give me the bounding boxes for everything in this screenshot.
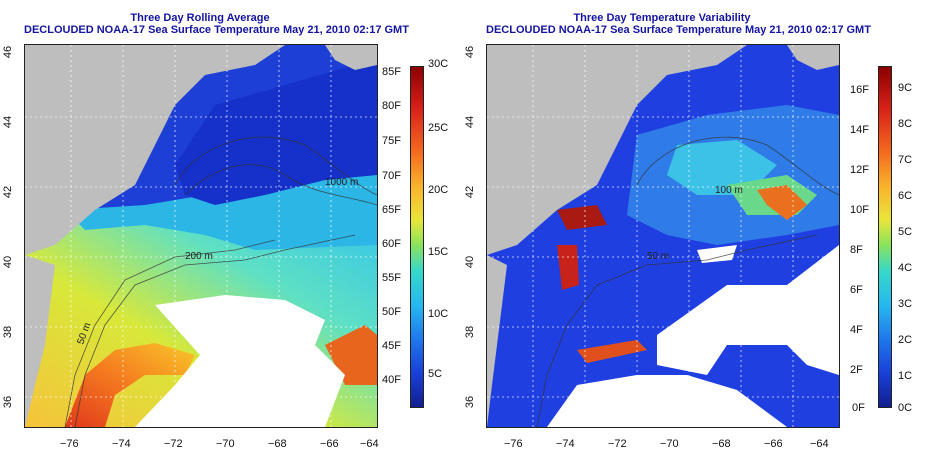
left-bathymetry-contours — [64, 136, 377, 427]
left-colorbar — [410, 66, 424, 408]
left-cb-f-65: 65F — [382, 204, 401, 216]
left-land-nw — [25, 45, 285, 255]
right-cb-c-6: 6C — [898, 190, 913, 202]
right-cb-f-16: 16F — [850, 84, 869, 96]
left-cb-c-5: 5C — [428, 368, 443, 380]
left-sst-map: 1000 m 200 m 50 m — [24, 44, 378, 428]
left-cb-f-45: 45F — [382, 340, 401, 352]
right-cb-c-8: 8C — [898, 118, 913, 130]
left-x-label-68: −68 — [268, 438, 287, 450]
left-cb-c-25: 25C — [428, 122, 449, 134]
right-cb-c-1: 1C — [898, 370, 913, 382]
right-land-nw — [487, 45, 747, 255]
right-cloud-gap-south — [547, 375, 787, 427]
left-cb-f-55: 55F — [382, 272, 401, 284]
right-x-label-66: −66 — [764, 438, 783, 450]
left-y-label-40: 40 — [2, 255, 15, 269]
right-hot-patch-east — [757, 185, 807, 220]
left-x-label-74: −74 — [112, 438, 131, 450]
left-cloud-gap — [135, 295, 345, 427]
right-cb-f-4: 4F — [850, 324, 863, 336]
right-cb-c-3: 3C — [898, 298, 913, 310]
right-land-sw — [487, 255, 507, 427]
right-x-label-64: −64 — [810, 438, 829, 450]
left-y-label-44: 44 — [2, 115, 15, 129]
left-contour-label-200: 200 m — [185, 251, 213, 262]
right-cb-f-0: 0F — [852, 402, 865, 414]
left-gulf-stream — [65, 343, 195, 427]
left-cb-c-10: 10C — [428, 308, 449, 320]
right-variability-map: 100 m 50 m — [486, 44, 840, 428]
left-x-label-72: −72 — [164, 438, 183, 450]
right-cb-c-2: 2C — [898, 334, 913, 346]
left-x-label-64: −64 — [360, 438, 379, 450]
left-y-label-42: 42 — [2, 185, 15, 199]
left-cb-f-60: 60F — [382, 238, 401, 250]
left-title-line1: Three Day Rolling Average — [130, 12, 270, 24]
right-x-label-70: −70 — [660, 438, 679, 450]
right-cb-f-8: 8F — [850, 244, 863, 256]
left-cb-f-85: 85F — [382, 66, 401, 78]
left-cb-f-50: 50F — [382, 306, 401, 318]
right-y-label-40: 40 — [464, 255, 477, 269]
left-cb-f-40: 40F — [382, 374, 401, 386]
right-cb-c-7: 7C — [898, 154, 913, 166]
left-gulf-cold — [175, 65, 377, 205]
right-y-label-46: 46 — [464, 45, 477, 59]
right-x-label-76: −76 — [504, 438, 523, 450]
right-bathymetry-contours — [536, 136, 839, 427]
right-cb-c-5: 5C — [898, 226, 913, 238]
right-land-ne — [787, 45, 839, 70]
left-x-label-66: −66 — [320, 438, 339, 450]
left-contour-label-1000: 1000 m — [325, 177, 358, 188]
left-y-label-46: 46 — [2, 45, 15, 59]
left-x-label-76: −76 — [60, 438, 79, 450]
right-cb-f-14: 14F — [850, 124, 869, 136]
right-cb-f-6: 6F — [850, 284, 863, 296]
right-contour-label-50: 50 m — [647, 251, 669, 262]
left-cb-c-30: 30C — [428, 58, 449, 70]
left-x-label-70: −70 — [216, 438, 235, 450]
right-x-label-72: −72 — [608, 438, 627, 450]
left-title-line2: DECLOUDED NOAA-17 Sea Surface Temperatur… — [24, 24, 409, 36]
right-contour-label-100: 100 m — [715, 185, 743, 196]
right-y-label-44: 44 — [464, 115, 477, 129]
left-cb-c-20: 20C — [428, 184, 449, 196]
left-map-svg: 1000 m 200 m 50 m — [25, 45, 377, 427]
right-map-svg: 100 m 50 m — [487, 45, 839, 427]
right-y-label-42: 42 — [464, 185, 477, 199]
right-cb-f-2: 2F — [850, 364, 863, 376]
right-cb-f-12: 12F — [850, 164, 869, 176]
right-colorbar — [878, 66, 892, 408]
left-cb-f-70: 70F — [382, 170, 401, 182]
right-cb-c-4: 4C — [898, 262, 913, 274]
right-cb-f-10: 10F — [850, 204, 869, 216]
left-land-sw — [25, 255, 55, 427]
right-cloud-gap-east — [657, 245, 839, 375]
right-hot-patch-west — [557, 205, 607, 230]
right-cb-c-9: 9C — [898, 82, 913, 94]
left-cb-c-15: 15C — [428, 246, 449, 258]
right-title-line1: Three Day Temperature Variability — [573, 12, 751, 24]
right-hot-patch-coast — [557, 245, 579, 290]
right-title-line2: DECLOUDED NOAA-17 Sea Surface Temperatur… — [486, 24, 871, 36]
right-cloud-gap-mid — [697, 245, 737, 263]
left-y-label-36: 36 — [2, 395, 15, 409]
right-y-label-38: 38 — [464, 325, 477, 339]
right-graticule — [487, 45, 839, 427]
right-hot-streak-south — [577, 340, 647, 363]
right-x-label-74: −74 — [556, 438, 575, 450]
left-cb-f-75: 75F — [382, 135, 401, 147]
left-graticule — [25, 45, 377, 427]
left-y-label-38: 38 — [2, 325, 15, 339]
left-cyan-band — [65, 170, 377, 250]
left-land-ne — [325, 45, 377, 70]
left-cb-f-80: 80F — [382, 100, 401, 112]
right-y-label-36: 36 — [464, 395, 477, 409]
right-x-label-68: −68 — [712, 438, 731, 450]
right-cb-c-0: 0C — [898, 402, 913, 414]
